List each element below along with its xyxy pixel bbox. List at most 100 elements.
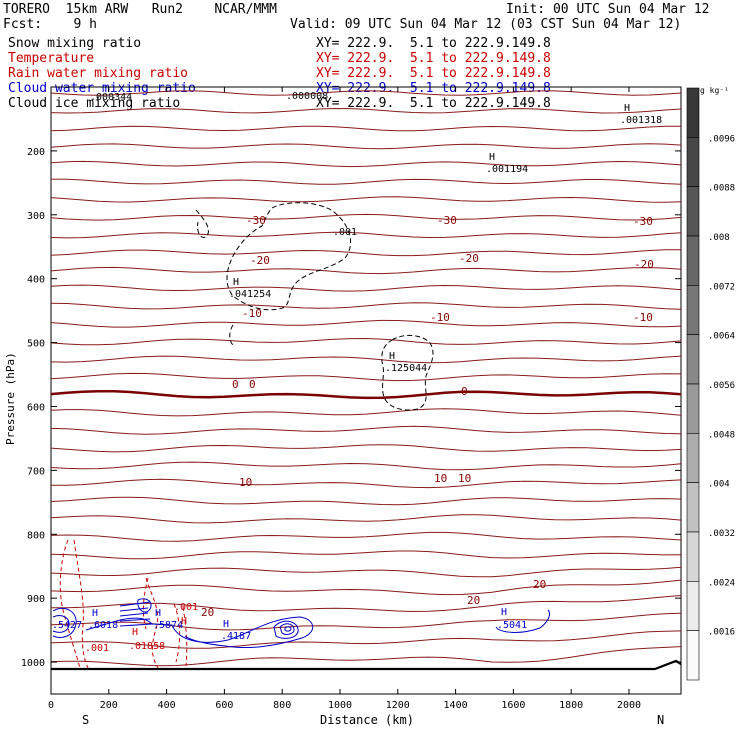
temp-label: -30 [633,215,653,228]
cloud-ice-contour [229,324,235,347]
colorbar-swatch [686,137,700,187]
cloud-ice-contour [381,335,434,411]
field-cloud-ice-xy: XY= 222.9. 5.1 to 222.9.149.8 [316,96,551,111]
colorbar-label: .0072 [708,282,735,292]
x-tick-label: 400 [158,700,176,711]
y-tick-label: 300 [27,211,45,222]
colorbar-swatch [686,235,700,286]
x-endpoint-left: S [82,713,89,727]
field-snow-xy: XY= 222.9. 5.1 to 222.9.149.8 [316,36,551,51]
field-cloud-water: Cloud water mixing ratio [8,81,196,96]
cloud-water-contours [52,598,551,649]
temperature-contour [50,196,682,203]
colorbar-label: .0064 [708,332,735,342]
rain-water-contour [182,606,188,667]
rain-water-contour [73,539,89,669]
colorbar-swatch [686,630,700,681]
temperature-contour [50,355,682,364]
rain-water-contour [145,577,159,669]
x-tick-label: 0 [48,700,54,711]
colorbar-label: .0056 [708,381,735,391]
temperature-contour [50,319,682,328]
field-temperature: Temperature [8,51,95,66]
x-tick-label: 800 [273,700,291,711]
extremum-h: H [223,619,229,630]
cloud-water-contour [52,607,77,638]
model-title: TORERO 15km ARW Run2 NCAR/MMM [3,2,277,17]
y-tick-label: 700 [27,466,45,477]
temp-label: 0 [249,378,256,391]
x-tick-label: 1000 [328,700,352,711]
temp-label: -10 [242,307,262,320]
y-tick-label: 200 [27,147,45,158]
cloud-ice-contour [195,209,209,238]
colorbar-swatch [686,433,700,483]
field-cloud-water-xy: XY= 222.9. 5.1 to 222.9.149.8 [316,81,551,96]
cloud-ice-value: .001 [333,227,357,238]
temperature-contour [50,514,682,524]
colorbar-label: .0016 [708,628,735,638]
colorbar-label: .0096 [708,134,735,144]
rain-water-labels: .001 H .01858 .001 H [85,602,198,654]
temperature-contour [50,444,682,453]
y-tick-label: 500 [27,339,45,350]
colorbar-swatch [686,334,700,385]
zero-isotherm [50,389,682,400]
cloud-ice-value: .125044 [385,363,427,374]
temperature-contour [50,143,682,150]
y-tick-label: 400 [27,275,45,286]
extremum-h: H [92,608,98,619]
x-axis-title: Distance (km) [320,713,414,727]
temperature-contour [50,302,682,310]
temperature-contour [50,107,682,114]
cloud-water-value: .6018 [88,620,118,631]
x-tick-label: 1600 [501,700,525,711]
temperature-contour [50,213,682,221]
temperature-contour [50,425,682,435]
cloud-water-contour [52,615,70,633]
x-axis: 0 200 400 600 800 1000 1200 1400 1600 1800 2000 [48,87,641,711]
cloud-ice-value: .041254 [229,289,271,300]
init-time: Init: 00 UTC Sun 04 Mar 12 [506,2,710,17]
forecast-hour: Fcst: 9 h [3,17,97,32]
temp-label: -10 [633,311,653,324]
field-cloud-ice: Cloud ice mixing ratio [8,96,181,111]
extremum-h: H [624,103,630,114]
temp-label: 0 [232,378,239,391]
temp-label: 20 [533,578,546,591]
temperature-contour [50,249,681,257]
colorbar-swatch [686,581,700,631]
y-axis-title: Pressure (hPa) [4,352,17,445]
rain-water-contours [59,539,188,669]
temperature-contour [50,284,682,292]
temp-label: -30 [437,214,457,227]
cloud-ice-labels: .000344 .000008 H .001318 H .001194 H .0… [90,91,662,374]
colorbar-label: .004 [708,480,730,490]
temp-label: 10 [458,472,471,485]
field-temperature-xy: XY= 222.9. 5.1 to 222.9.149.8 [316,51,551,66]
temperature-contour [50,496,682,506]
colorbar-swatch [686,482,700,533]
colorbar-swatch [686,285,700,335]
temperature-contour [50,550,682,560]
cloud-water-value: .4187 [221,631,251,642]
cloud-water-contour [119,601,153,627]
cloud-water-value: .5041 [497,620,527,631]
x-tick-label: 600 [215,700,233,711]
temperature-contour [50,646,682,667]
temperature-contours [50,90,682,667]
x-endpoint-right: N [657,713,664,727]
temp-label: -20 [250,254,270,267]
colorbar-label: .0032 [708,529,735,539]
extremum-h: H [181,616,187,627]
temperature-contour [50,90,682,96]
temperature-contour [50,579,682,596]
temperature-contour [50,408,682,417]
colorbar-swatch [686,531,700,582]
colorbar-label: .0024 [708,578,735,588]
temperature-contour [50,337,682,346]
temperature-contour [50,125,682,132]
y-tick-label: 600 [27,402,45,413]
temperature-contour [50,478,682,489]
